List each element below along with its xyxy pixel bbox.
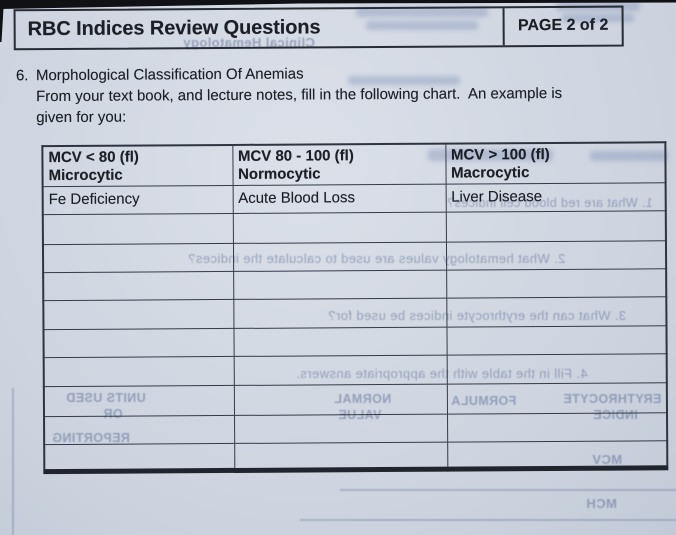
bleed-through-smudge xyxy=(562,14,634,22)
header-range-label: MCV > 100 (fl) xyxy=(450,146,550,164)
bleed-through-smudge xyxy=(590,151,668,161)
header-classification-label: Microcytic xyxy=(48,166,123,185)
table-empty-row xyxy=(42,240,667,273)
table-empty-cell xyxy=(234,413,448,443)
table-empty-cell xyxy=(44,442,235,472)
table-header-cell-microcytic: MCV < 80 (fl) Microcytic xyxy=(42,144,233,187)
question-instruction-line2: given for you: xyxy=(36,108,127,127)
table-empty-cell xyxy=(43,384,235,417)
table-empty-cell xyxy=(233,326,447,356)
table-empty-cell xyxy=(233,297,447,328)
table-empty-row xyxy=(44,440,668,472)
page-number-label: PAGE 2 of 2 xyxy=(502,7,622,46)
table-empty-row xyxy=(44,412,668,445)
header-range-label: MCV 80 - 100 (fl) xyxy=(237,147,354,165)
document-title: RBC Indices Review Questions xyxy=(27,16,321,41)
scan-edge-left xyxy=(0,0,4,42)
table-empty-cell xyxy=(233,269,447,299)
table-empty-cell xyxy=(445,210,666,242)
table-empty-cell xyxy=(44,414,235,445)
header-classification-label: Macrocytic xyxy=(450,164,530,182)
bleed-through-line xyxy=(300,519,676,521)
header-range-label: MCV < 80 (fl) xyxy=(48,148,139,167)
question-number: 6. xyxy=(15,67,29,85)
bleed-through-smudge xyxy=(428,149,553,161)
table-empty-row xyxy=(43,296,667,330)
example-cell-macrocytic: Liver Disease xyxy=(445,182,666,212)
table-empty-cell xyxy=(43,327,234,358)
table-empty-cell xyxy=(446,382,668,414)
table-empty-cell xyxy=(446,296,667,327)
header-classification-label: Normocytic xyxy=(237,165,321,183)
question-text: Morphological Classification Of Anemias … xyxy=(36,64,562,130)
table-empty-row xyxy=(43,382,668,417)
bleed-through-smudge xyxy=(356,7,488,17)
bleed-through-smudge xyxy=(556,2,640,11)
anemia-classification-table: MCV < 80 (fl) Microcytic MCV 80 - 100 (f… xyxy=(41,141,669,474)
table-empty-cell xyxy=(447,412,668,442)
table-empty-cell xyxy=(447,440,668,469)
table-empty-row xyxy=(43,353,667,387)
table-empty-cell xyxy=(232,241,447,271)
question-block: 6. Morphological Classification Of Anemi… xyxy=(16,64,562,130)
bleed-through-line xyxy=(12,388,14,535)
example-cell-normocytic: Acute Blood Loss xyxy=(232,183,446,213)
table-empty-cell xyxy=(233,383,448,415)
table-empty-cell xyxy=(234,441,448,470)
table-empty-cell xyxy=(42,212,233,245)
table-empty-cell xyxy=(42,242,234,273)
document-header: RBC Indices Review Questions PAGE 2 of 2 xyxy=(13,5,624,51)
table-empty-cell xyxy=(233,354,447,385)
table-empty-cell xyxy=(446,353,667,384)
table-empty-cell xyxy=(446,268,667,298)
table-empty-cell xyxy=(232,211,446,243)
table-header-row: MCV < 80 (fl) Microcytic MCV 80 - 100 (f… xyxy=(42,142,666,187)
table-empty-cell xyxy=(446,325,667,355)
bleed-through-smudge xyxy=(366,21,478,30)
table-header-cell-macrocytic: MCV > 100 (fl) Macrocytic xyxy=(445,142,666,184)
bleed-through-line xyxy=(340,489,676,491)
example-cell-microcytic: Fe Deficiency xyxy=(42,184,233,215)
table-empty-cell xyxy=(445,240,667,270)
table-empty-row xyxy=(42,210,666,245)
table-empty-row xyxy=(43,268,667,301)
table-empty-cell xyxy=(43,355,234,387)
table-empty-row xyxy=(43,325,667,358)
table-empty-cell xyxy=(43,270,234,301)
table-example-row: Fe Deficiency Acute Blood Loss Liver Dis… xyxy=(42,182,666,215)
table-empty-cell xyxy=(43,298,234,330)
bleed-through-smudge xyxy=(348,76,460,85)
table-header-cell-normocytic: MCV 80 - 100 (fl) Normocytic xyxy=(232,143,446,185)
